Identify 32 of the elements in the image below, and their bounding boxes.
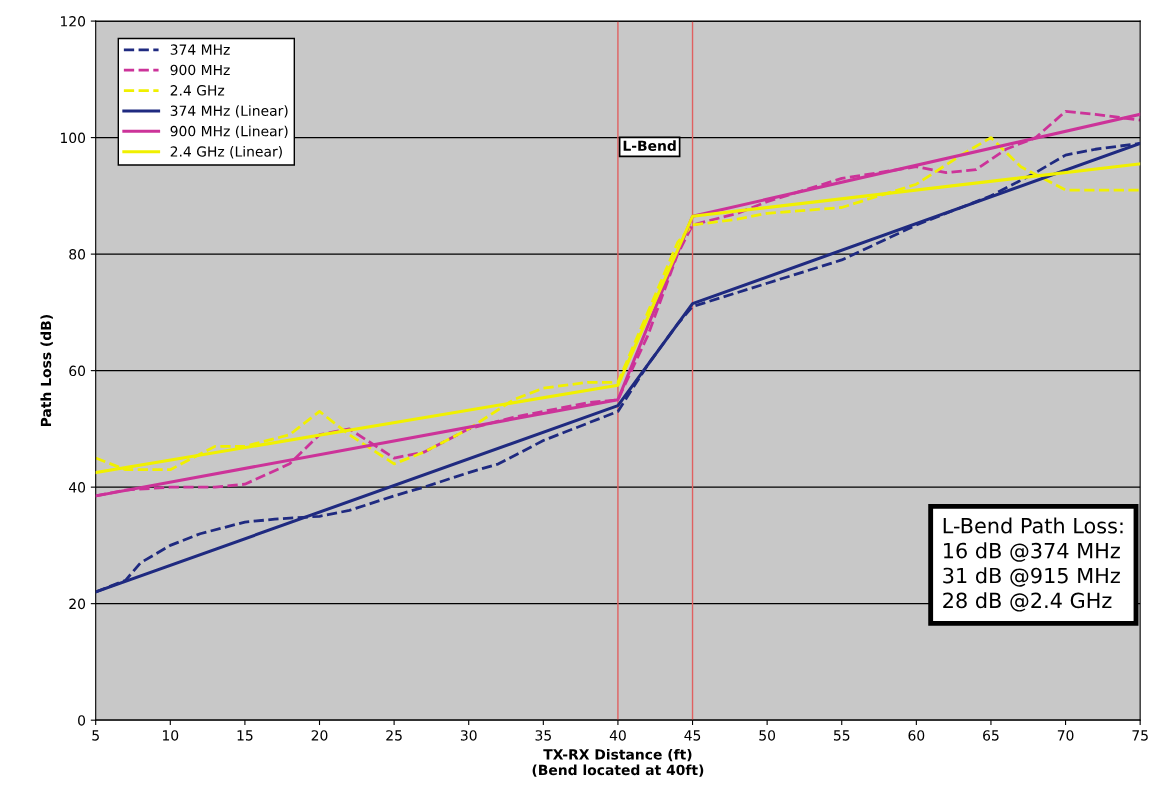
x-tick-label: 20	[311, 730, 328, 741]
x-tick-label: 70	[1057, 730, 1074, 741]
legend-label: 374 MHz (Linear)	[170, 105, 288, 118]
x-tick-label: 25	[386, 730, 402, 741]
legend-label: 374 MHz	[170, 44, 230, 55]
x-tick-label: 65	[983, 730, 999, 741]
legend-label: 900 MHz	[170, 64, 230, 76]
x-tick-label: 15	[237, 730, 253, 741]
y-tick-label: 80	[69, 249, 86, 260]
y-tick-label: 60	[69, 365, 86, 377]
legend-label: 2.4 GHz	[170, 85, 225, 96]
y-tick-label: 20	[69, 598, 86, 610]
x-tick-label: 45	[684, 730, 701, 741]
y-axis-title: Path Loss (dB)	[40, 315, 53, 427]
x-tick-label: 35	[535, 730, 551, 741]
y-tick-label: 120	[60, 16, 86, 27]
y-tick-label: 40	[68, 482, 86, 493]
legend-label: 2.4 GHz (Linear)	[170, 146, 282, 159]
legend-label: 900 MHz (Linear)	[170, 125, 288, 138]
x-tick-label: 50	[759, 730, 776, 741]
x-tick-label: 30	[460, 730, 477, 741]
x-tick-label: 55	[833, 730, 850, 741]
x-tick-label: 60	[908, 730, 925, 741]
x-tick-label: 40	[609, 730, 626, 741]
ref-line-label: L-Bend	[623, 140, 676, 151]
annotation: L-Bend Path Loss: 16 dB @374 MHz 31 dB @915 MHz 28 dB @2.4 GHz	[943, 517, 1123, 612]
y-tick-label: 100	[60, 132, 86, 144]
x-tick-label: 5	[92, 730, 99, 741]
x-tick-label: 10	[162, 730, 179, 741]
x-axis-title: TX-RX Distance (ft) (Bend located at 40ft)	[532, 748, 704, 777]
y-tick-label: 0	[78, 715, 86, 726]
x-tick-label: 75	[1132, 730, 1148, 741]
